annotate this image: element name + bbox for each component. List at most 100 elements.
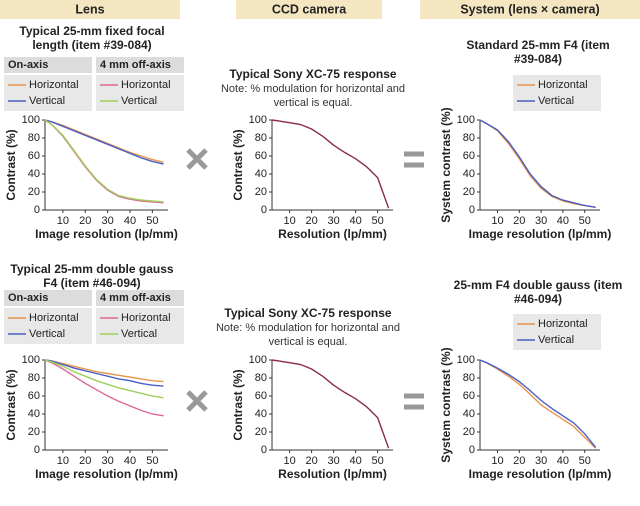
y-tick-label: 0 — [261, 204, 267, 216]
legend-group-header: On-axis — [8, 292, 48, 304]
y-tick-label: 40 — [28, 408, 40, 420]
y-axis-label: Contrast (%) — [4, 369, 18, 440]
y-tick-label: 100 — [457, 354, 475, 366]
legend-box — [4, 75, 92, 111]
x-tick-label: 50 — [146, 455, 158, 467]
y-tick-label: 40 — [255, 168, 267, 180]
x-tick-label: 50 — [371, 455, 383, 467]
x-tick-label: 10 — [57, 455, 69, 467]
legend-group-header-bg — [96, 57, 184, 73]
y-tick-label: 60 — [463, 390, 475, 402]
y-tick-label: 100 — [249, 114, 267, 126]
x-tick-label: 40 — [557, 215, 569, 227]
x-tick-label: 10 — [491, 455, 503, 467]
legend-box — [96, 75, 184, 111]
y-tick-label: 0 — [469, 444, 475, 456]
legend-box — [96, 308, 184, 344]
legend-group-header: 4 mm off-axis — [100, 59, 171, 71]
legend-label: Horizontal — [121, 79, 171, 91]
legend-label: Horizontal — [538, 79, 588, 91]
y-tick-label: 60 — [28, 390, 40, 402]
y-tick-label: 20 — [255, 426, 267, 438]
y-tick-label: 100 — [457, 114, 475, 126]
y-tick-label: 60 — [255, 390, 267, 402]
data-line — [44, 359, 164, 399]
column-header: System (lens × camera) — [460, 2, 599, 16]
x-tick-label: 10 — [283, 455, 295, 467]
legend-group-header: On-axis — [8, 59, 48, 71]
x-tick-label: 30 — [535, 455, 547, 467]
x-axis-label: Image resolution (lp/mm) — [35, 467, 178, 481]
legend-label: Vertical — [29, 328, 65, 340]
y-tick-label: 100 — [22, 114, 40, 126]
x-tick-label: 20 — [513, 215, 525, 227]
data-line — [44, 119, 164, 204]
x-tick-label: 10 — [283, 215, 295, 227]
data-line — [479, 359, 597, 449]
y-tick-label: 60 — [463, 150, 475, 162]
legend-label: Horizontal — [121, 312, 171, 324]
y-tick-label: 80 — [28, 372, 40, 384]
header-band — [0, 0, 180, 19]
x-tick-label: 30 — [327, 215, 339, 227]
legend-box — [513, 75, 601, 111]
data-line — [44, 359, 164, 387]
data-line — [479, 119, 596, 208]
y-tick-label: 0 — [469, 204, 475, 216]
data-line — [479, 359, 597, 448]
x-tick-label: 40 — [349, 455, 361, 467]
legend-label: Horizontal — [538, 318, 588, 330]
x-tick-label: 30 — [101, 455, 113, 467]
chart-title: Typical Sony XC-75 response — [229, 67, 397, 81]
data-line — [271, 119, 390, 209]
legend-label: Vertical — [121, 328, 157, 340]
y-axis-label: System contrast (%) — [439, 107, 453, 222]
y-tick-label: 40 — [463, 408, 475, 420]
chart-subtitle: Note: % modulation for horizontal and ve… — [215, 322, 401, 348]
y-tick-label: 20 — [255, 186, 267, 198]
x-tick-label: 20 — [513, 455, 525, 467]
x-tick-label: 40 — [124, 215, 136, 227]
y-tick-label: 80 — [463, 132, 475, 144]
x-tick-label: 20 — [79, 455, 91, 467]
y-tick-label: 20 — [463, 186, 475, 198]
chart-title: Typical Sony XC-75 response — [224, 306, 392, 320]
legend-group-header: 4 mm off-axis — [100, 292, 171, 304]
x-tick-label: 40 — [124, 455, 136, 467]
legend-label: Vertical — [29, 95, 65, 107]
y-tick-label: 0 — [34, 444, 40, 456]
x-axis-label: Image resolution (lp/mm) — [469, 227, 612, 241]
y-axis-label: System contrast (%) — [439, 347, 453, 462]
header-band — [420, 0, 640, 19]
y-tick-label: 40 — [463, 168, 475, 180]
y-tick-label: 100 — [22, 354, 40, 366]
legend-label: Vertical — [121, 95, 157, 107]
legend-label: Vertical — [538, 95, 574, 107]
y-tick-label: 40 — [255, 408, 267, 420]
chart-subtitle: Note: % modulation for horizontal and ve… — [220, 83, 406, 109]
y-tick-label: 80 — [255, 372, 267, 384]
chart-title: Typical 25-mm double gauss F4 (item #46-… — [10, 262, 174, 290]
x-tick-label: 50 — [579, 455, 591, 467]
x-axis-label: Resolution (lp/mm) — [278, 467, 387, 481]
y-tick-label: 80 — [463, 372, 475, 384]
y-tick-label: 40 — [28, 168, 40, 180]
x-tick-label: 30 — [101, 215, 113, 227]
chart-title: Standard 25-mm F4 (item #39-084) — [466, 38, 610, 66]
y-tick-label: 20 — [28, 186, 40, 198]
y-tick-label: 80 — [28, 132, 40, 144]
y-axis-label: Contrast (%) — [231, 369, 245, 440]
legend-label: Vertical — [538, 334, 574, 346]
x-axis-label: Resolution (lp/mm) — [278, 227, 387, 241]
x-tick-label: 20 — [305, 215, 317, 227]
y-tick-label: 0 — [34, 204, 40, 216]
legend-label: Horizontal — [29, 312, 79, 324]
header-band — [236, 0, 382, 19]
x-axis-label: Image resolution (lp/mm) — [35, 227, 178, 241]
column-header: Lens — [75, 2, 104, 16]
x-axis-label: Image resolution (lp/mm) — [469, 467, 612, 481]
y-tick-label: 0 — [261, 444, 267, 456]
data-line — [44, 359, 164, 383]
